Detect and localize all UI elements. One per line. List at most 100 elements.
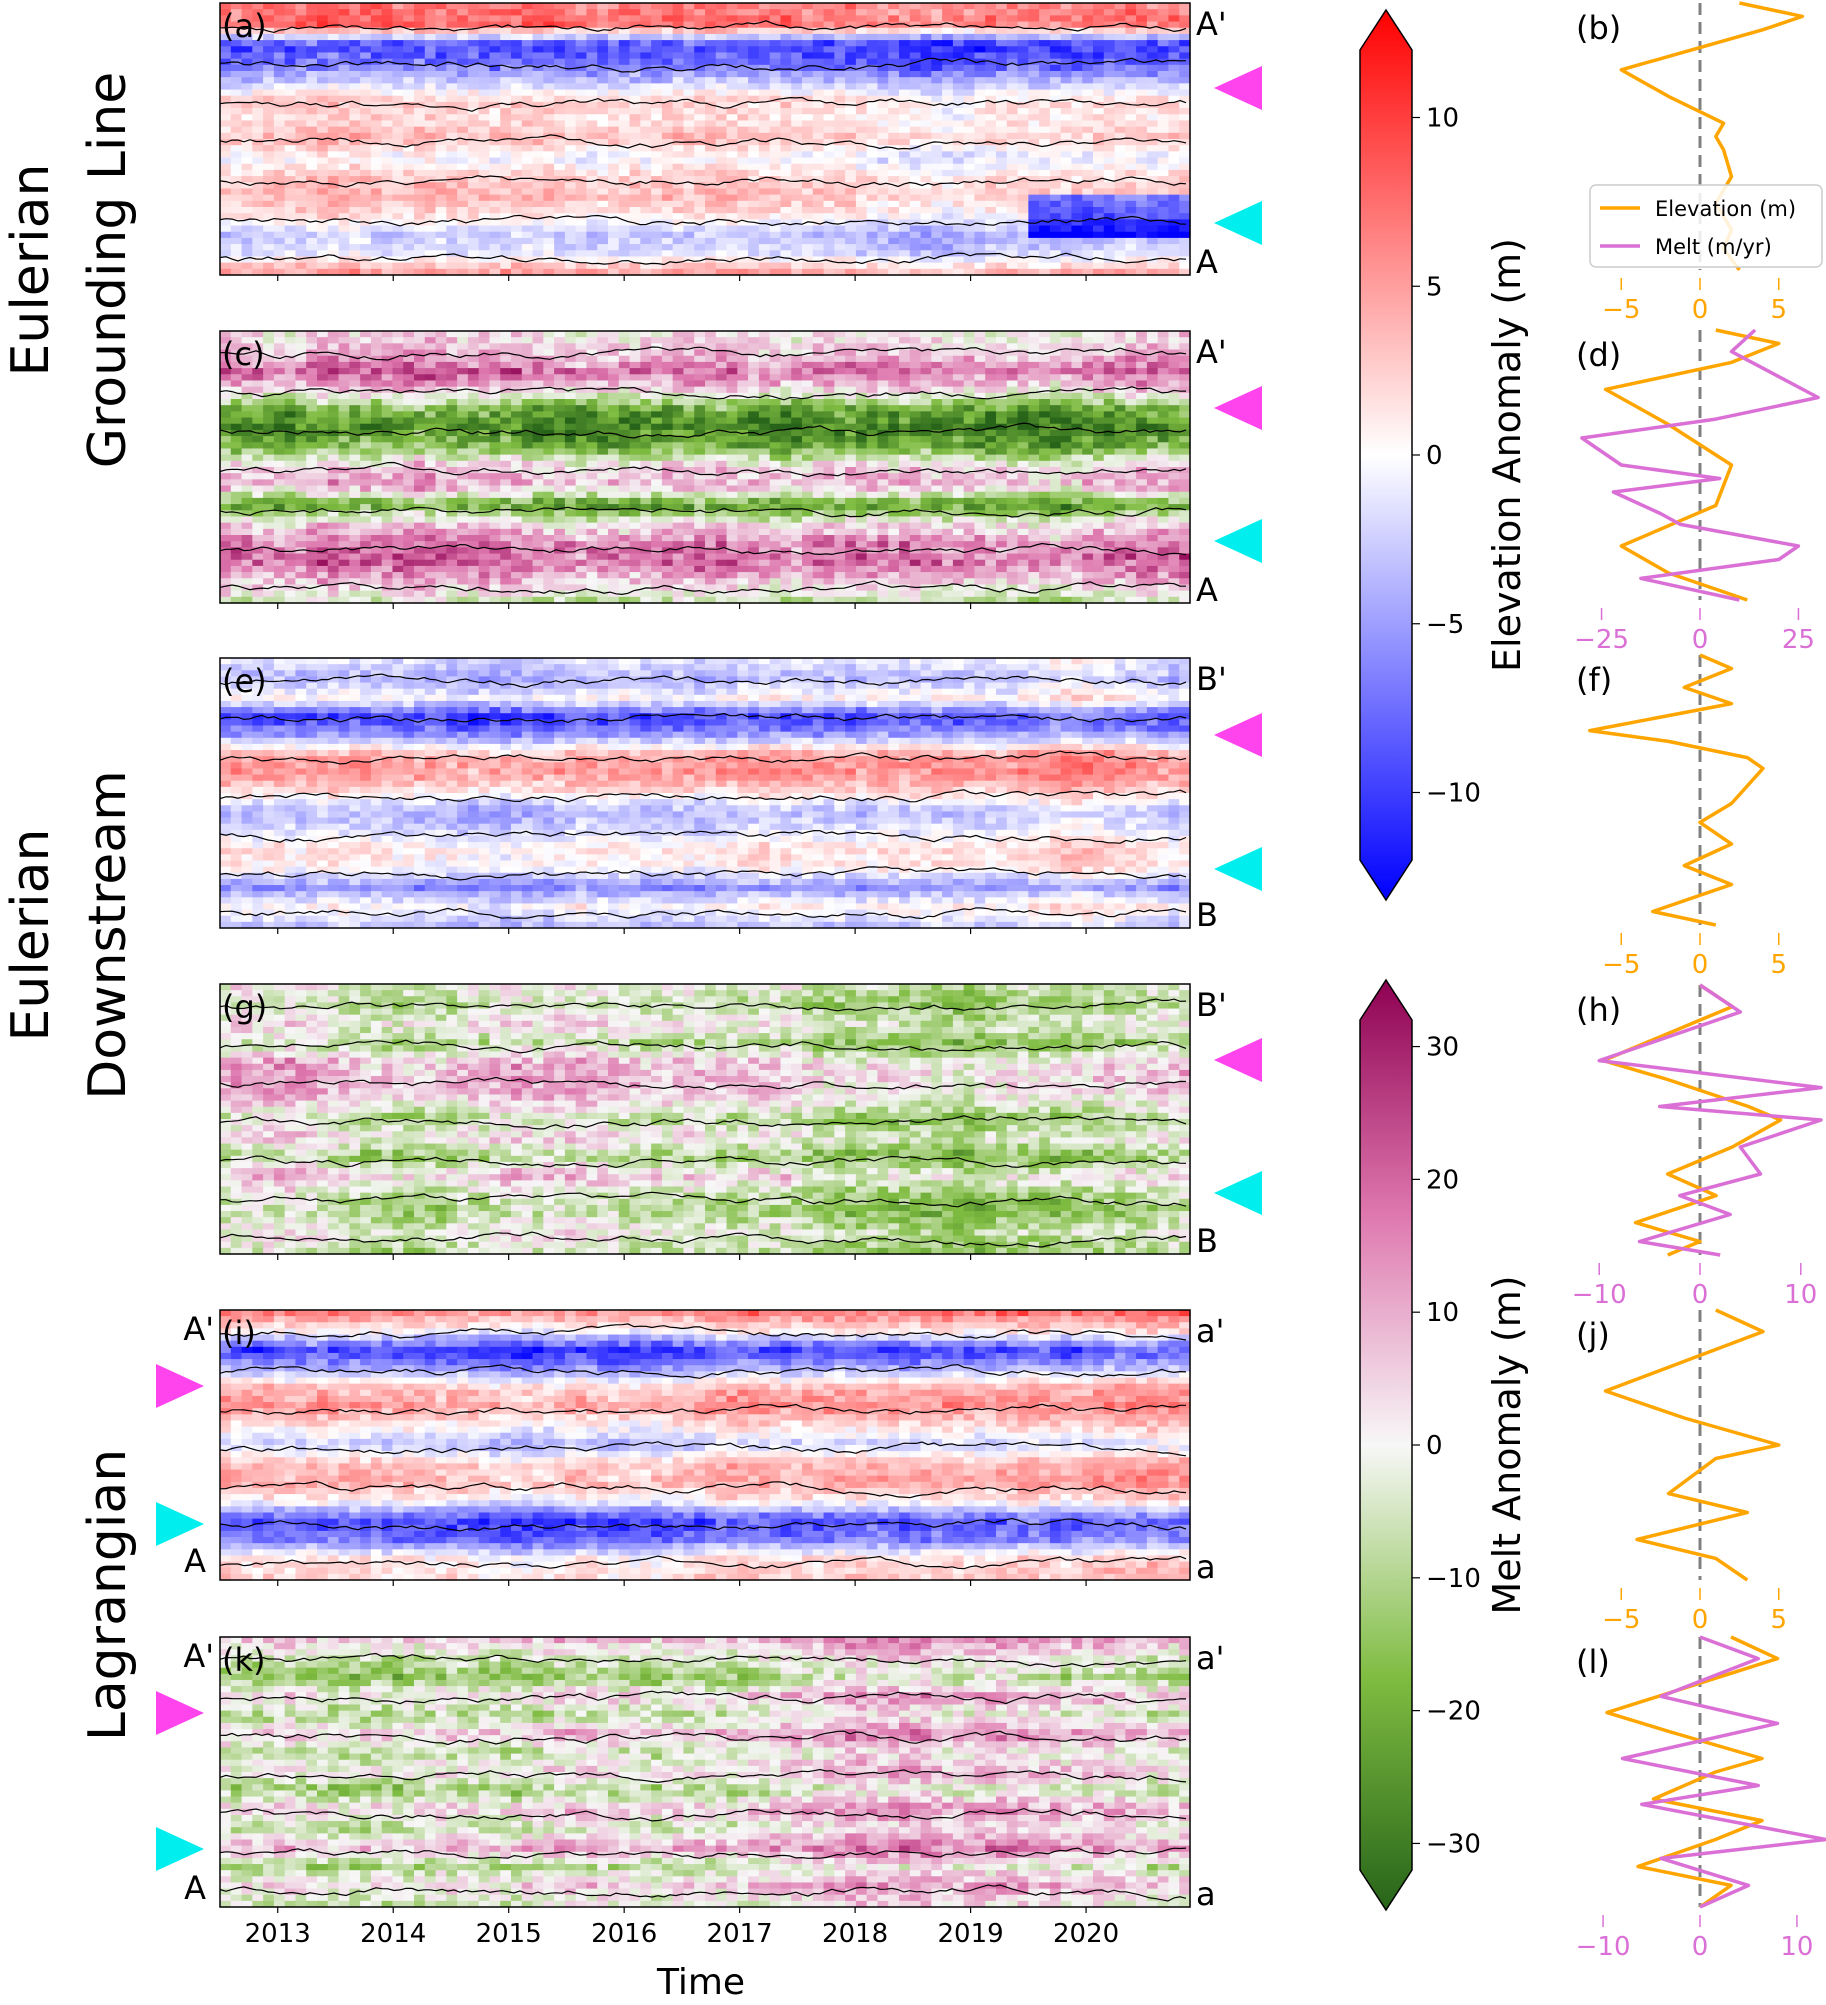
heatmap-cell bbox=[425, 151, 436, 158]
heatmap-cell bbox=[1018, 207, 1029, 214]
heatmap-cell bbox=[522, 90, 533, 97]
heatmap-cell bbox=[1018, 77, 1029, 84]
heatmap-cell bbox=[252, 83, 263, 90]
heatmap-cell bbox=[1158, 170, 1169, 177]
heatmap-cell bbox=[856, 90, 867, 97]
heatmap-cell bbox=[328, 207, 339, 214]
heatmap-cell bbox=[360, 46, 371, 53]
heatmap-cell bbox=[1093, 250, 1104, 257]
heatmap-cell bbox=[727, 71, 738, 78]
heatmap-cell bbox=[791, 9, 802, 16]
heatmap-cell bbox=[349, 120, 360, 127]
heatmap-cell bbox=[1125, 263, 1136, 270]
heatmap-cell bbox=[1125, 90, 1136, 97]
heatmap-cell bbox=[220, 90, 231, 97]
heatmap-cell bbox=[565, 71, 576, 78]
heatmap-cell bbox=[1039, 65, 1050, 72]
heatmap-cell bbox=[220, 52, 231, 59]
heatmap-cell bbox=[910, 83, 921, 90]
heatmap-cell bbox=[845, 120, 856, 127]
heatmap-cell bbox=[446, 96, 457, 103]
heatmap-cell bbox=[770, 213, 781, 220]
heatmap-cell bbox=[619, 158, 630, 165]
heatmap-cell bbox=[673, 28, 684, 35]
heatmap-cell bbox=[479, 40, 490, 47]
heatmap-cell bbox=[1147, 170, 1158, 177]
heatmap-cell bbox=[231, 145, 242, 152]
heatmap-cell bbox=[619, 226, 630, 233]
heatmap-cell bbox=[446, 164, 457, 171]
heatmap-cell bbox=[425, 195, 436, 202]
heatmap-cell bbox=[457, 238, 468, 245]
heatmap-cell bbox=[856, 188, 867, 195]
heatmap-cell bbox=[446, 207, 457, 214]
heatmap-cell bbox=[737, 90, 748, 97]
heatmap-cell bbox=[328, 151, 339, 158]
heatmap-cell bbox=[349, 9, 360, 16]
heatmap-cell bbox=[339, 40, 350, 47]
heatmap-cell bbox=[845, 52, 856, 59]
heatmap-cell bbox=[813, 182, 824, 189]
heatmap-cell bbox=[565, 83, 576, 90]
heatmap-cell bbox=[662, 40, 673, 47]
heatmap-cell bbox=[705, 213, 716, 220]
heatmap-cell bbox=[436, 256, 447, 263]
heatmap-cell bbox=[834, 108, 845, 115]
heatmap-cell bbox=[511, 238, 522, 245]
heatmap-cell bbox=[349, 114, 360, 121]
heatmap-cell bbox=[877, 139, 888, 146]
heatmap-cell bbox=[1168, 263, 1179, 270]
heatmap-cell bbox=[888, 102, 899, 109]
heatmap-cell bbox=[985, 90, 996, 97]
heatmap-cell bbox=[586, 182, 597, 189]
heatmap-cell bbox=[339, 34, 350, 41]
heatmap-cell bbox=[392, 158, 403, 165]
heatmap-cell bbox=[306, 182, 317, 189]
heatmap-cell bbox=[899, 127, 910, 134]
heatmap-cell bbox=[974, 77, 985, 84]
heatmap-cell bbox=[479, 114, 490, 121]
heatmap-cell bbox=[953, 114, 964, 121]
heatmap-cell bbox=[953, 263, 964, 270]
heatmap-cell bbox=[392, 9, 403, 16]
heatmap-cell bbox=[910, 108, 921, 115]
heatmap-cell bbox=[565, 15, 576, 22]
heatmap-cell bbox=[802, 145, 813, 152]
heatmap-cell bbox=[845, 83, 856, 90]
heatmap-cell bbox=[996, 77, 1007, 84]
heatmap-cell bbox=[802, 226, 813, 233]
heatmap-cell bbox=[586, 158, 597, 165]
heatmap-cell bbox=[953, 71, 964, 78]
heatmap-cell bbox=[597, 182, 608, 189]
heatmap-cell bbox=[414, 145, 425, 152]
heatmap-cell bbox=[705, 114, 716, 121]
heatmap-cell bbox=[554, 71, 565, 78]
heatmap-cell bbox=[953, 90, 964, 97]
heatmap-cell bbox=[802, 188, 813, 195]
heatmap-cell bbox=[274, 28, 285, 35]
heatmap-cell bbox=[748, 170, 759, 177]
heatmap-cell bbox=[834, 90, 845, 97]
heatmap-cell bbox=[457, 83, 468, 90]
heatmap-cell bbox=[1093, 195, 1104, 202]
heatmap-cell bbox=[306, 238, 317, 245]
heatmap-cell bbox=[500, 219, 511, 226]
heatmap-cell bbox=[802, 71, 813, 78]
heatmap-cell bbox=[748, 250, 759, 257]
heatmap-cell bbox=[1125, 96, 1136, 103]
heatmap-cell bbox=[554, 15, 565, 22]
heatmap-cell bbox=[694, 238, 705, 245]
heatmap-cell bbox=[899, 133, 910, 140]
heatmap-cell bbox=[770, 238, 781, 245]
heatmap-cell bbox=[608, 15, 619, 22]
heatmap-cell bbox=[759, 108, 770, 115]
heatmap-cell bbox=[1061, 15, 1072, 22]
heatmap-cell bbox=[640, 244, 651, 251]
heatmap-cell bbox=[446, 15, 457, 22]
heatmap-cell bbox=[1136, 34, 1147, 41]
heatmap-cell bbox=[770, 120, 781, 127]
heatmap-cell bbox=[931, 127, 942, 134]
heatmap-cell bbox=[511, 9, 522, 16]
heatmap-cell bbox=[1050, 102, 1061, 109]
heatmap-cell bbox=[1018, 40, 1029, 47]
